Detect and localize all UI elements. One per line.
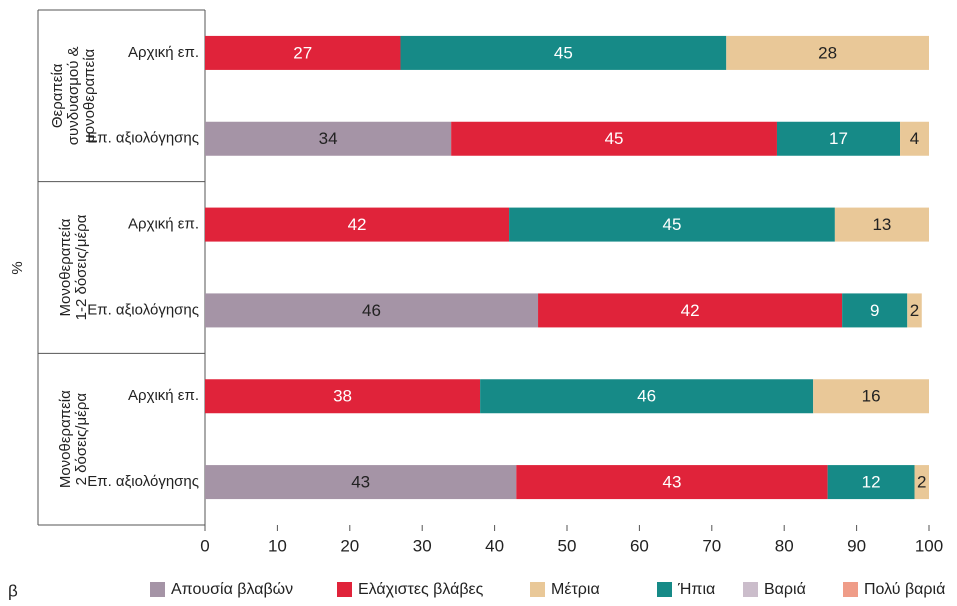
data-label: 13 [872, 215, 891, 234]
data-label: 46 [637, 387, 656, 406]
group-label: μονοθεραπεία [81, 48, 98, 142]
bar-segment [827, 465, 915, 500]
group-label: συνδυασμού & [65, 46, 82, 145]
y-tick-label: Αρχική επ. [128, 387, 199, 404]
legend-swatch [657, 582, 672, 597]
legend-label: Μέτρια [551, 581, 600, 598]
x-tick-label: 70 [702, 536, 721, 555]
bar-segment [900, 121, 929, 156]
x-tick-label: 80 [775, 536, 794, 555]
data-label: 42 [348, 215, 367, 234]
bar-segment [205, 465, 517, 500]
y-tick-label: Επ. αξιολόγησης [87, 301, 199, 318]
bar-segment [726, 35, 929, 70]
data-label: 34 [319, 129, 338, 148]
group-label: Θεραπεία [49, 63, 66, 128]
data-label: 45 [663, 215, 682, 234]
data-label: 2 [917, 473, 926, 492]
x-tick-label: 90 [847, 536, 866, 555]
y-axis-label: % [9, 261, 26, 274]
bar-segment [400, 35, 727, 70]
data-label: 43 [663, 473, 682, 492]
legend-label: Ήπια [677, 581, 715, 598]
bar-segment [480, 379, 814, 414]
x-tick-label: 100 [915, 536, 943, 555]
data-label: 38 [333, 387, 352, 406]
data-label: 16 [862, 387, 881, 406]
data-label: 42 [681, 301, 700, 320]
x-tick-label: 40 [485, 536, 504, 555]
legend-swatch [843, 582, 858, 597]
bar-segment [907, 293, 922, 328]
data-label: 9 [870, 301, 879, 320]
group-label: 1-2 δόσεις/μέρα [73, 214, 90, 320]
group-label: Μονοθεραπεία [57, 218, 74, 316]
legend-label: Ελάχιστες βλάβες [358, 581, 484, 598]
y-tick-label: Επ. αξιολόγησης [87, 473, 199, 490]
legend-label: Απουσία βλαβών [171, 581, 293, 598]
legend-swatch [530, 582, 545, 597]
data-label: 12 [862, 473, 881, 492]
bar-segment [842, 293, 908, 328]
bar-segment [509, 207, 835, 242]
data-label: 4 [910, 129, 919, 148]
legend-swatch [337, 582, 352, 597]
bar-segment [205, 207, 510, 242]
bar-segment [776, 121, 901, 156]
data-label: 45 [605, 129, 624, 148]
bar-segment [538, 293, 843, 328]
legend-swatch [743, 582, 758, 597]
data-label: 43 [351, 473, 370, 492]
y-tick-label: Επ. αξιολόγησης [87, 130, 199, 147]
panel-label: β [8, 581, 18, 600]
data-label: 45 [554, 43, 573, 62]
x-tick-label: 30 [413, 536, 432, 555]
group-label: 2 δόσεις/μέρα [73, 393, 90, 486]
data-label: 46 [362, 301, 381, 320]
x-tick-label: 60 [630, 536, 649, 555]
x-tick-label: 0 [200, 536, 209, 555]
group-label: Μονοθεραπεία [57, 390, 74, 488]
legend-swatch [150, 582, 165, 597]
y-tick-label: Αρχική επ. [128, 216, 199, 233]
data-label: 28 [818, 43, 837, 62]
data-label: 17 [829, 129, 848, 148]
bar-segment [205, 379, 481, 414]
legend-label: Βαριά [764, 581, 806, 598]
y-tick-label: Αρχική επ. [128, 44, 199, 61]
bar-segment [205, 121, 452, 156]
bar-segment [451, 121, 777, 156]
x-tick-label: 10 [268, 536, 287, 555]
bar-segment [516, 465, 828, 500]
bar-segment [914, 465, 929, 500]
data-label: 27 [293, 43, 312, 62]
bar-segment [813, 379, 929, 414]
bar-segment [205, 293, 539, 328]
x-tick-label: 50 [558, 536, 577, 555]
data-label: 2 [910, 301, 919, 320]
legend-label: Πολύ βαριά [864, 581, 945, 598]
x-tick-label: 20 [340, 536, 359, 555]
bar-segment [205, 35, 401, 70]
bar-segment [834, 207, 929, 242]
